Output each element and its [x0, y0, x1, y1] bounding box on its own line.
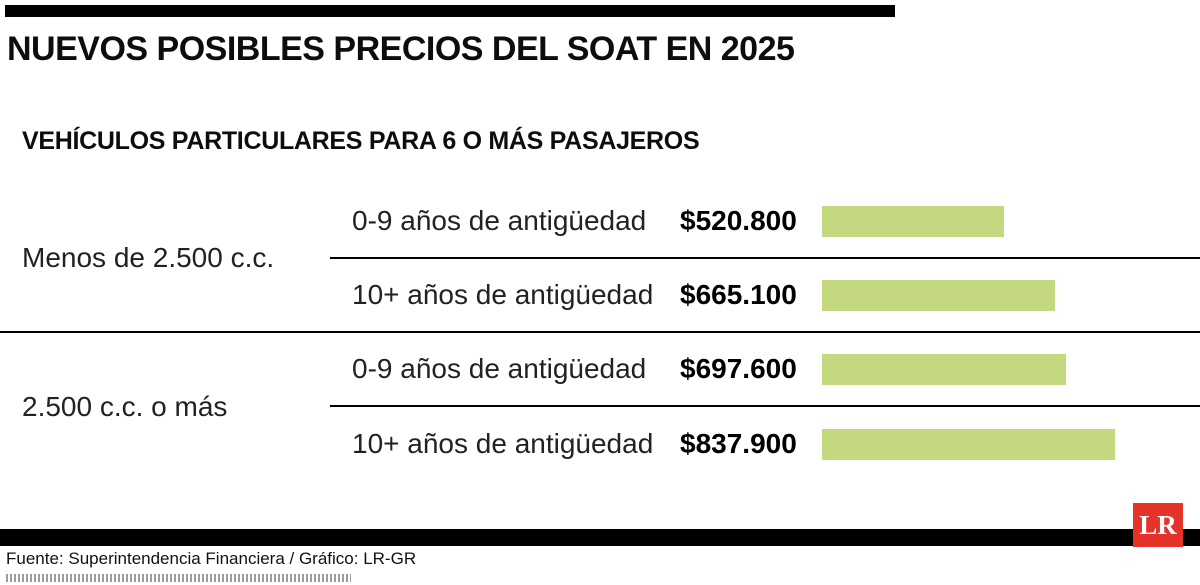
- price-bar: [822, 205, 1004, 237]
- price-bar: [822, 428, 1115, 460]
- price-value: $697.600: [660, 333, 822, 407]
- price-table: Menos de 2.500 c.c. 0-9 años de antigüed…: [0, 185, 1200, 481]
- bottom-rule: [0, 529, 1200, 546]
- age-label: 0-9 años de antigüedad: [330, 333, 660, 407]
- page-title: NUEVOS POSIBLES PRECIOS DEL SOAT EN 2025: [7, 30, 795, 68]
- price-bar: [822, 353, 1066, 385]
- age-label: 0-9 años de antigüedad: [330, 185, 660, 259]
- bar-cell: [822, 259, 1200, 333]
- price-bar: [822, 279, 1055, 311]
- lr-logo: LR: [1133, 503, 1183, 547]
- top-rule: [5, 5, 895, 17]
- fine-print-text: [6, 574, 351, 582]
- price-value: $520.800: [660, 185, 822, 259]
- chart-subtitle: VEHÍCULOS PARTICULARES PARA 6 O MÁS PASA…: [22, 127, 700, 155]
- bar-cell: [822, 333, 1200, 407]
- price-value: $837.900: [680, 428, 797, 459]
- age-label: 10+ años de antigüedad: [330, 259, 660, 333]
- source-credit: Fuente: Superintendencia Financiera / Gr…: [6, 549, 417, 568]
- age-label: 10+ años de antigüedad: [352, 428, 654, 459]
- bar-cell: [822, 185, 1200, 259]
- category-label-2500cc-or-more: 2.500 c.c. o más: [22, 391, 228, 422]
- price-value: $665.100: [660, 259, 822, 333]
- bar-cell: [822, 407, 1200, 481]
- category-label-under-2500cc: Menos de 2.500 c.c.: [0, 185, 330, 333]
